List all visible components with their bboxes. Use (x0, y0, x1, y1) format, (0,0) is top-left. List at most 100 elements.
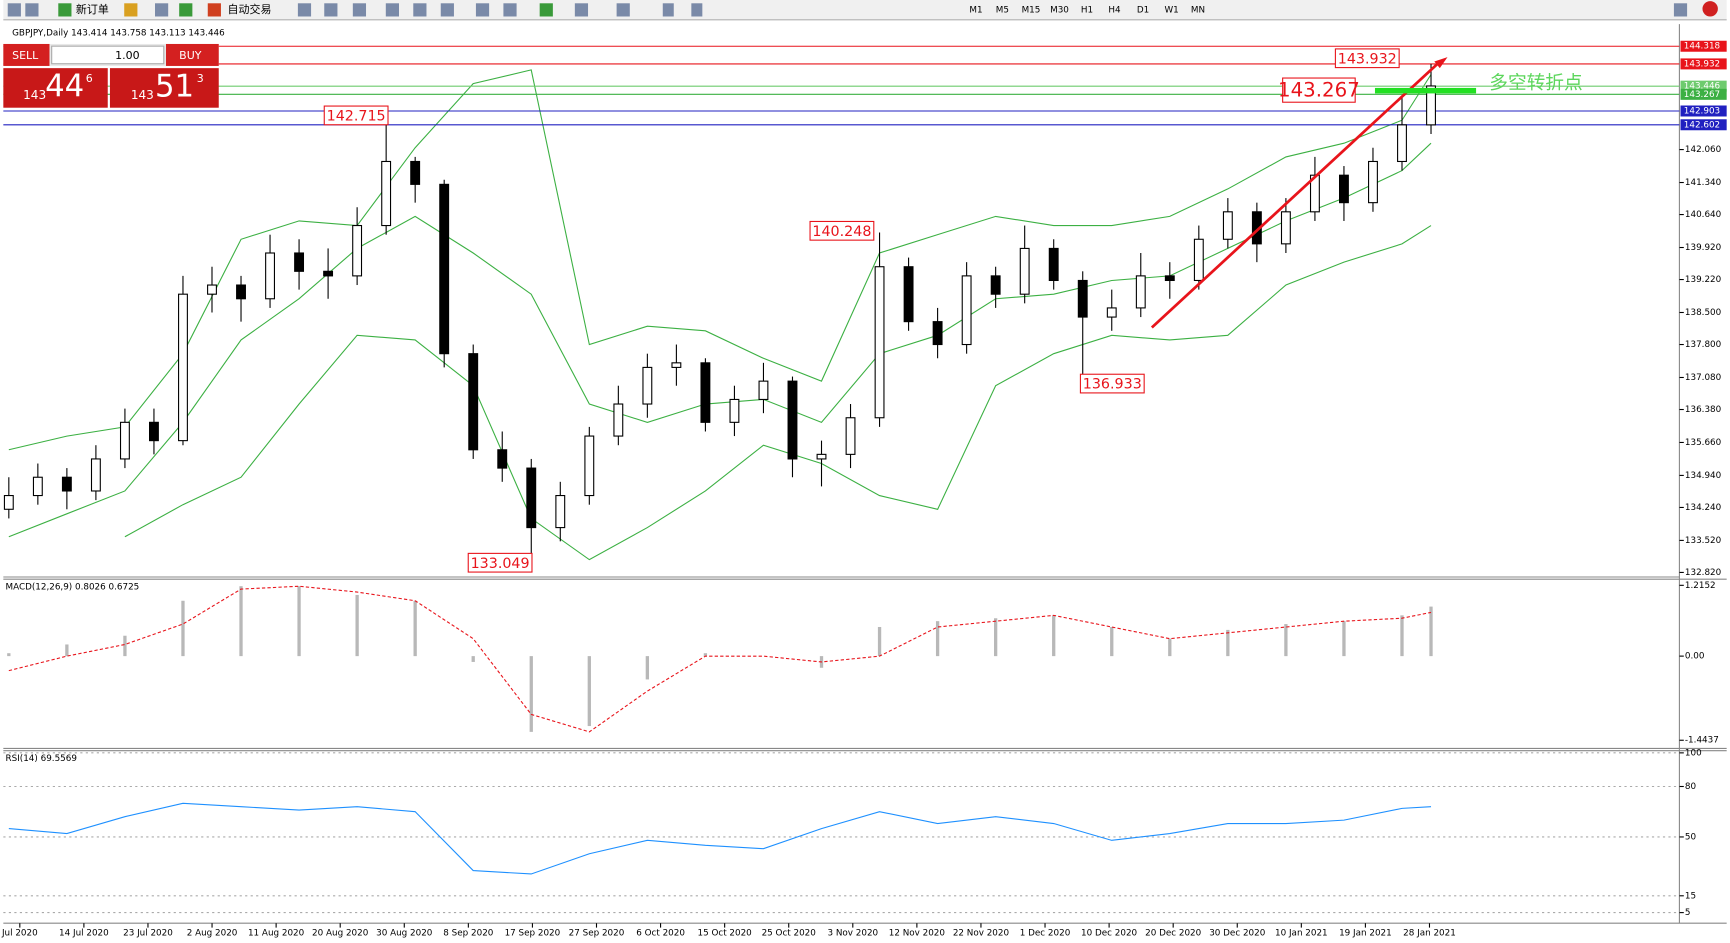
icon (155, 3, 169, 17)
y-tick-label: 139.920 (1685, 243, 1721, 253)
candle-body (1135, 275, 1146, 309)
candle-body (90, 458, 101, 492)
price-label-bg (1680, 88, 1727, 100)
y-tick-label: 5 (1685, 908, 1691, 918)
timeframe-button[interactable]: H4 (1108, 5, 1121, 15)
x-tick-label: 20 Aug 2020 (312, 929, 368, 939)
y-tick-label: 141.340 (1685, 178, 1721, 188)
timeframe-button[interactable]: M30 (1050, 5, 1069, 15)
pivot-marker (1374, 87, 1477, 94)
candle-body (932, 321, 943, 346)
icon (539, 3, 553, 17)
toolbar-button[interactable]: 自动交易 (228, 2, 272, 16)
bid-box[interactable] (3, 68, 108, 108)
y-tick-label: -1.4437 (1685, 736, 1719, 746)
y-tick-label: 15 (1685, 891, 1696, 901)
trade-panel: SELL 1.00 BUY 143 44 6 143 51 3 (3, 43, 219, 108)
timeframe-button[interactable]: MN (1191, 5, 1205, 15)
timeframe-button[interactable]: M15 (1022, 5, 1041, 15)
candle-body (1019, 247, 1030, 295)
price-label-bg (1680, 58, 1727, 70)
price-label: 143.932 (1684, 59, 1720, 69)
candle-body (671, 362, 682, 368)
candle-body (207, 284, 217, 295)
macd-bar (645, 656, 650, 680)
candle-body (816, 453, 827, 460)
icon (662, 3, 674, 17)
macd-bar (413, 600, 417, 657)
macd-bar (7, 653, 11, 657)
annotation: 133.049 (471, 556, 530, 572)
candle-body (323, 270, 334, 277)
candle-body (352, 224, 363, 277)
candle-body (700, 362, 711, 423)
lot-input[interactable] (51, 45, 165, 65)
timeframe-button[interactable]: D1 (1137, 5, 1149, 15)
candle-body (3, 495, 14, 510)
macd-bar (1429, 606, 1433, 657)
toolbar-button[interactable]: 新订单 (76, 2, 109, 16)
candle-body (845, 417, 856, 455)
macd-bar (355, 594, 359, 657)
timeframes: M1 M5 M15 M30 H1 H4 D1 W1 MN (969, 5, 1205, 15)
y-tick-label: 136.380 (1685, 405, 1721, 415)
icon (385, 3, 399, 17)
y-tick-label: 135.660 (1685, 438, 1721, 448)
x-tick-label: 8 Sep 2020 (443, 929, 493, 939)
macd-bar (703, 653, 708, 657)
icon (7, 3, 21, 17)
candle-body (149, 421, 159, 442)
candle-body (1426, 85, 1436, 126)
annotation: 142.715 (327, 109, 386, 125)
icon (25, 3, 39, 17)
y-tick-label: 134.240 (1685, 503, 1721, 513)
buy-button[interactable] (165, 43, 219, 66)
ask-box[interactable] (109, 68, 219, 108)
y-tick-label: 134.940 (1685, 471, 1721, 481)
price-label: 144.318 (1684, 42, 1720, 52)
price-label: 143.267 (1684, 90, 1720, 100)
timeframe-button[interactable]: W1 (1164, 5, 1178, 15)
icon (297, 3, 312, 17)
y-tick-label: 100 (1685, 748, 1702, 758)
bid-main: 44 (45, 68, 84, 104)
y-tick-label: 80 (1685, 782, 1696, 792)
timeframe-button[interactable]: M1 (969, 5, 982, 15)
x-tick-label: 3 Nov 2020 (827, 929, 878, 939)
macd-bar (994, 618, 998, 657)
candle-body (874, 266, 885, 419)
candle-body (758, 380, 769, 400)
icon (413, 3, 427, 17)
candle-body (410, 160, 421, 185)
x-tick-label: 1 Dec 2020 (1020, 929, 1071, 939)
x-tick-label: 10 Jan 2021 (1275, 929, 1328, 939)
y-tick-label: 50 (1685, 832, 1696, 842)
macd-bar (1400, 615, 1404, 657)
timeframe-button[interactable]: M5 (996, 5, 1009, 15)
macd-bar (935, 621, 940, 657)
icon (58, 3, 72, 17)
icon (616, 3, 630, 17)
rsi-line (8, 802, 1432, 875)
price-label-bg (1680, 105, 1727, 117)
x-tick-label: 19 Jan 2021 (1339, 929, 1392, 939)
icon (440, 3, 454, 17)
candle-body (526, 467, 537, 529)
candle-body (961, 275, 972, 346)
y-tick-label: 133.520 (1685, 536, 1721, 546)
x-tick-label: 25 Oct 2020 (762, 929, 816, 939)
icon (324, 3, 338, 17)
timeframe-button[interactable]: H1 (1081, 5, 1093, 15)
y-tick-label: 137.800 (1685, 340, 1721, 350)
macd-bar (587, 656, 591, 727)
candle-body (642, 366, 653, 405)
annotation: 143.267 (1278, 79, 1360, 102)
icon (124, 3, 138, 17)
price-label-bg (1680, 40, 1727, 52)
candle-body (294, 252, 305, 272)
sell-button[interactable] (3, 43, 50, 66)
trend-line (1150, 62, 1439, 329)
candle-body (613, 403, 624, 437)
y-tick-label: 0.00 (1685, 652, 1705, 662)
